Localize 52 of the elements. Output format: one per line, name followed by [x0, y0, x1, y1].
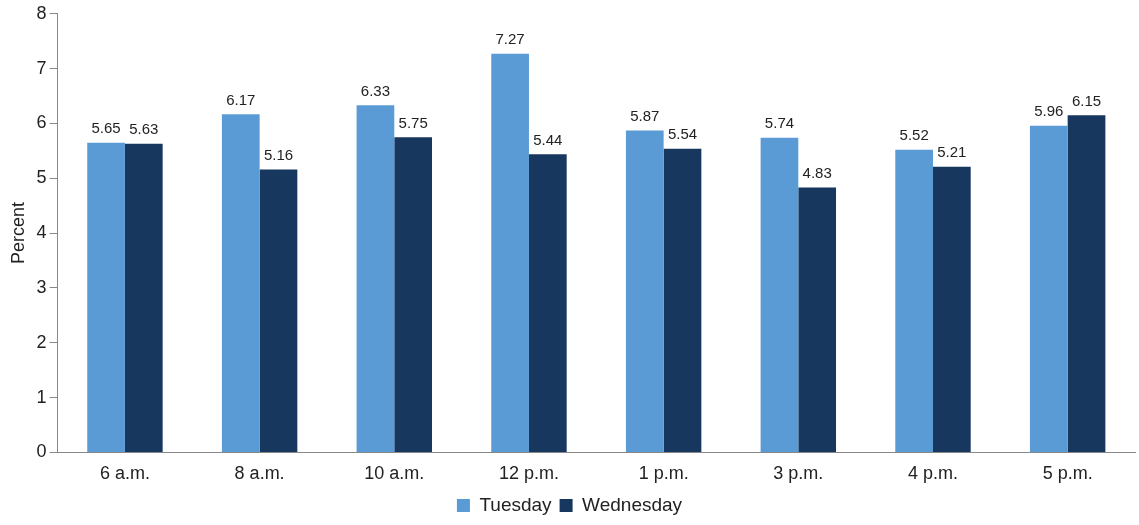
bar: [394, 137, 432, 452]
bar: [356, 105, 395, 452]
data-label: 7.27: [495, 30, 525, 48]
bar: [259, 169, 298, 452]
y-tick-label: 2: [36, 331, 47, 352]
y-tick-label: 4: [36, 222, 47, 243]
x-tick-label: 10 a.m.: [364, 463, 425, 484]
y-axis-title: Percent: [7, 202, 28, 265]
y-tick-label: 5: [36, 167, 47, 188]
data-label: 5.96: [1034, 102, 1064, 120]
y-tick-label: 0: [36, 441, 47, 462]
bar: [1029, 125, 1068, 452]
y-tick-label: 1: [36, 386, 47, 407]
bar: [798, 187, 837, 452]
bar: [760, 137, 799, 452]
y-tick-label: 6: [36, 112, 47, 133]
legend-label: Tuesday: [479, 493, 553, 515]
x-tick-label: 4 p.m.: [907, 463, 959, 484]
x-tick-label: 12 p.m.: [498, 463, 559, 484]
data-label: 5.63: [129, 120, 159, 138]
data-label: 5.16: [263, 146, 294, 164]
x-tick-label: 5 p.m.: [1042, 463, 1093, 484]
bar: [491, 53, 529, 452]
x-tick-label: 3 p.m.: [773, 463, 824, 484]
bar: [625, 130, 664, 452]
data-label: 5.75: [398, 113, 428, 131]
data-label: 5.52: [899, 126, 929, 144]
data-label: 5.65: [91, 119, 121, 137]
y-tick-label: 3: [36, 276, 47, 297]
y-tick-label: 7: [36, 57, 47, 78]
bar: [87, 142, 125, 452]
legend-label: Wednesday: [582, 493, 683, 515]
data-label: 5.87: [630, 107, 660, 125]
x-tick-label: 8 a.m.: [234, 463, 285, 484]
data-label: 6.33: [360, 82, 391, 99]
data-label: 6.15: [1071, 91, 1102, 109]
y-tick-label: 8: [36, 2, 47, 23]
x-tick-label: 6 a.m.: [99, 463, 150, 484]
data-label: 6.17: [226, 90, 256, 108]
bar: [124, 143, 163, 452]
bar: [1067, 115, 1106, 452]
bar: [221, 114, 260, 452]
bar: [663, 148, 702, 452]
bar: [932, 166, 971, 452]
bar: [528, 154, 567, 452]
data-label: 4.83: [802, 164, 832, 182]
data-label: 5.44: [533, 130, 563, 148]
data-label: 5.74: [764, 114, 795, 132]
bar: [895, 149, 933, 452]
data-label: 5.54: [667, 125, 698, 143]
x-tick-label: 1 p.m.: [638, 463, 689, 484]
data-label: 5.21: [937, 143, 967, 161]
